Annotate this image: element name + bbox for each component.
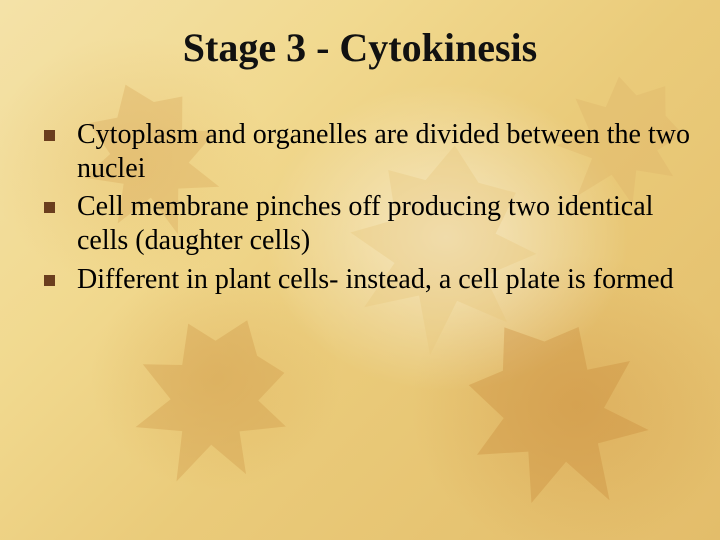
bullet-text: Cell membrane pinches off producing two … <box>77 190 690 258</box>
leaf-deco-4 <box>440 300 670 530</box>
bullet-text: Different in plant cells- instead, a cel… <box>77 263 674 297</box>
slide: Stage 3 - Cytokinesis Cytoplasm and orga… <box>0 0 720 540</box>
slide-body: Cytoplasm and organelles are divided bet… <box>44 118 690 301</box>
list-item: Different in plant cells- instead, a cel… <box>44 263 690 297</box>
bullet-icon <box>44 275 55 286</box>
bullet-text: Cytoplasm and organelles are divided bet… <box>77 118 690 186</box>
bullet-icon <box>44 130 55 141</box>
list-item: Cytoplasm and organelles are divided bet… <box>44 118 690 186</box>
bullet-icon <box>44 202 55 213</box>
slide-title: Stage 3 - Cytokinesis <box>0 24 720 71</box>
leaf-deco-3 <box>110 300 310 500</box>
list-item: Cell membrane pinches off producing two … <box>44 190 690 258</box>
